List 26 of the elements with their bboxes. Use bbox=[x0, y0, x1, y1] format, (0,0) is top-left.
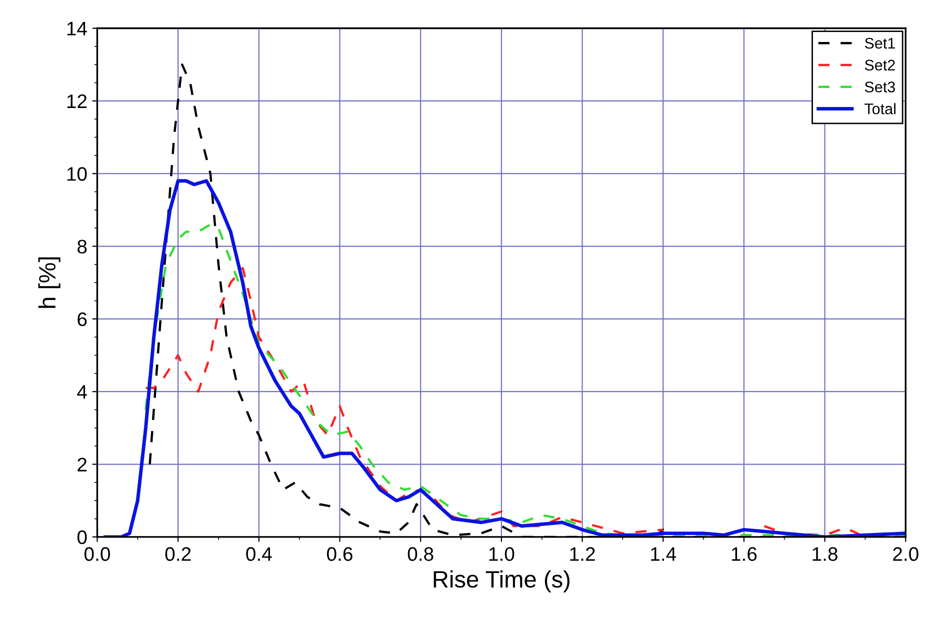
x-tick-label: 0.0 bbox=[84, 547, 110, 561]
x-tick-label: 1.0 bbox=[489, 547, 514, 561]
x-tick-label: 0.8 bbox=[408, 547, 434, 561]
x-tick-label: 0.4 bbox=[246, 547, 272, 561]
y-tick-label: 10 bbox=[67, 167, 87, 181]
legend-label: Set3 bbox=[864, 82, 895, 92]
legend-label: Set1 bbox=[864, 38, 895, 49]
x-tick-label: 1.4 bbox=[651, 547, 676, 561]
y-tick-label: 4 bbox=[77, 385, 87, 399]
x-tick-label: 2.0 bbox=[893, 547, 918, 561]
y-tick-label: 0 bbox=[77, 530, 87, 544]
line-series bbox=[104, 179, 906, 537]
legend-label: Total bbox=[864, 103, 896, 114]
x-axis-title: Rise Time (s) bbox=[434, 570, 570, 592]
x-tick-label: 0.2 bbox=[165, 547, 191, 561]
x-tick-label: 1.6 bbox=[732, 547, 757, 561]
y-tick-label: 2 bbox=[78, 458, 87, 472]
y-tick-label: 14 bbox=[67, 22, 87, 36]
x-tick-label: 1.8 bbox=[812, 547, 838, 561]
legend-label: Set2 bbox=[864, 60, 895, 71]
y-tick-label: 12 bbox=[67, 94, 87, 108]
x-tick-label: 1.2 bbox=[570, 547, 595, 561]
y-axis-title: h [%] bbox=[38, 257, 60, 308]
y-tick-label: 6 bbox=[78, 312, 87, 326]
x-tick-label: 0.6 bbox=[326, 547, 352, 561]
y-tick-label: 8 bbox=[78, 240, 87, 254]
